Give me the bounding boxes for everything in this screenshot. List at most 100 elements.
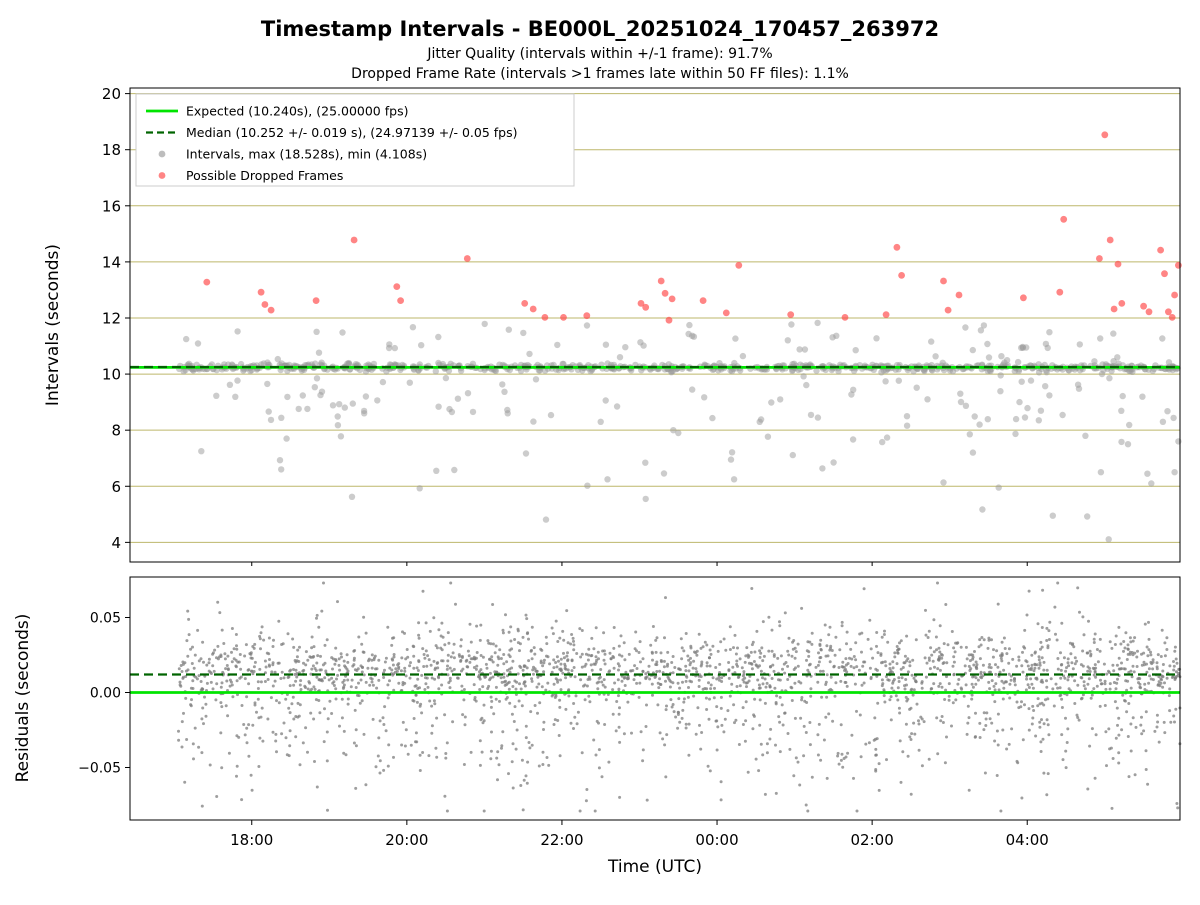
dropped-frame-point [463, 255, 471, 262]
residual-point [441, 635, 445, 639]
residual-point [247, 682, 251, 686]
subtitle-jitter-quality: Jitter Quality (intervals within +/-1 fr… [426, 46, 772, 62]
residual-point [666, 650, 670, 654]
residual-point [440, 621, 444, 625]
residual-point [245, 741, 249, 745]
residual-point [424, 621, 428, 625]
residual-point [491, 675, 495, 679]
residual-point [964, 645, 968, 649]
interval-point [542, 516, 550, 523]
residual-point [780, 703, 784, 707]
residual-point [671, 703, 675, 706]
interval-point [530, 418, 537, 425]
residual-point [338, 724, 341, 728]
residual-point [416, 677, 420, 681]
residual-point [335, 677, 338, 681]
residual-point [895, 662, 899, 666]
residual-point [435, 646, 439, 650]
residual-point [845, 642, 848, 646]
residual-point [533, 667, 537, 671]
interval-point [977, 327, 985, 334]
residual-point [397, 681, 401, 685]
interval-point [689, 386, 696, 393]
residual-point [925, 661, 929, 665]
residual-point [639, 660, 642, 664]
residual-point [752, 660, 756, 663]
residual-point [742, 670, 746, 674]
residual-point [970, 682, 974, 686]
dropped-frame-point [841, 314, 849, 321]
residual-point [1045, 793, 1049, 797]
residual-point [499, 676, 503, 680]
residual-point [778, 678, 782, 682]
residual-point [654, 638, 658, 642]
residual-point [933, 665, 936, 669]
residual-point [967, 664, 971, 668]
interval-point [1144, 470, 1151, 477]
residual-point [323, 643, 327, 647]
residual-point [1147, 648, 1151, 652]
residual-point [536, 711, 539, 715]
residual-point [1060, 733, 1064, 737]
residual-point [501, 730, 505, 734]
dropped-frame-point [312, 297, 320, 304]
residual-point [1102, 662, 1106, 666]
residual-point [330, 676, 334, 680]
residual-point [1020, 664, 1024, 668]
residual-point [792, 774, 796, 778]
residual-point [507, 687, 511, 691]
residual-point [192, 757, 195, 761]
residual-point [292, 683, 296, 687]
residual-point [306, 658, 310, 662]
residual-point [816, 733, 820, 737]
residual-point [553, 718, 557, 722]
residual-point [1116, 723, 1119, 727]
residual-point [480, 716, 484, 720]
residual-point [624, 670, 628, 674]
residual-point [765, 681, 769, 685]
residual-point [1002, 681, 1006, 685]
residual-point [223, 652, 227, 656]
residual-point [657, 686, 661, 690]
residual-point [816, 663, 820, 667]
residual-point [845, 630, 849, 634]
residual-point [630, 731, 633, 735]
residual-point [592, 738, 596, 742]
residual-point [512, 720, 516, 723]
residual-point [844, 657, 848, 661]
residual-point [623, 658, 627, 662]
residual-point [245, 695, 249, 699]
residual-point [500, 680, 504, 684]
residual-point [494, 685, 498, 689]
residual-point [592, 662, 596, 666]
residual-point [981, 674, 985, 678]
residual-point [293, 659, 297, 662]
residual-point [651, 625, 655, 628]
residual-point [938, 682, 942, 686]
residual-point [495, 756, 499, 760]
residual-point [820, 695, 824, 699]
residual-point [875, 668, 879, 672]
residual-point [664, 679, 667, 683]
residual-point [946, 643, 950, 647]
residual-point [479, 623, 483, 627]
residual-point [579, 678, 583, 682]
residual-point [1040, 718, 1043, 722]
residual-point [1045, 685, 1049, 689]
residual-point [747, 679, 751, 683]
residual-point [1067, 675, 1071, 679]
residual-point [689, 656, 692, 660]
residual-point [995, 774, 999, 777]
residual-point [650, 682, 654, 686]
residual-point [665, 733, 669, 737]
residual-point [199, 657, 203, 661]
residual-point [432, 616, 436, 620]
residual-point [912, 676, 916, 680]
residual-point [535, 670, 539, 673]
residual-point [645, 798, 649, 802]
residual-point [255, 710, 258, 714]
residual-point [282, 676, 286, 680]
residual-point [1108, 640, 1112, 644]
residual-point [225, 679, 229, 683]
residual-point [1047, 629, 1051, 633]
